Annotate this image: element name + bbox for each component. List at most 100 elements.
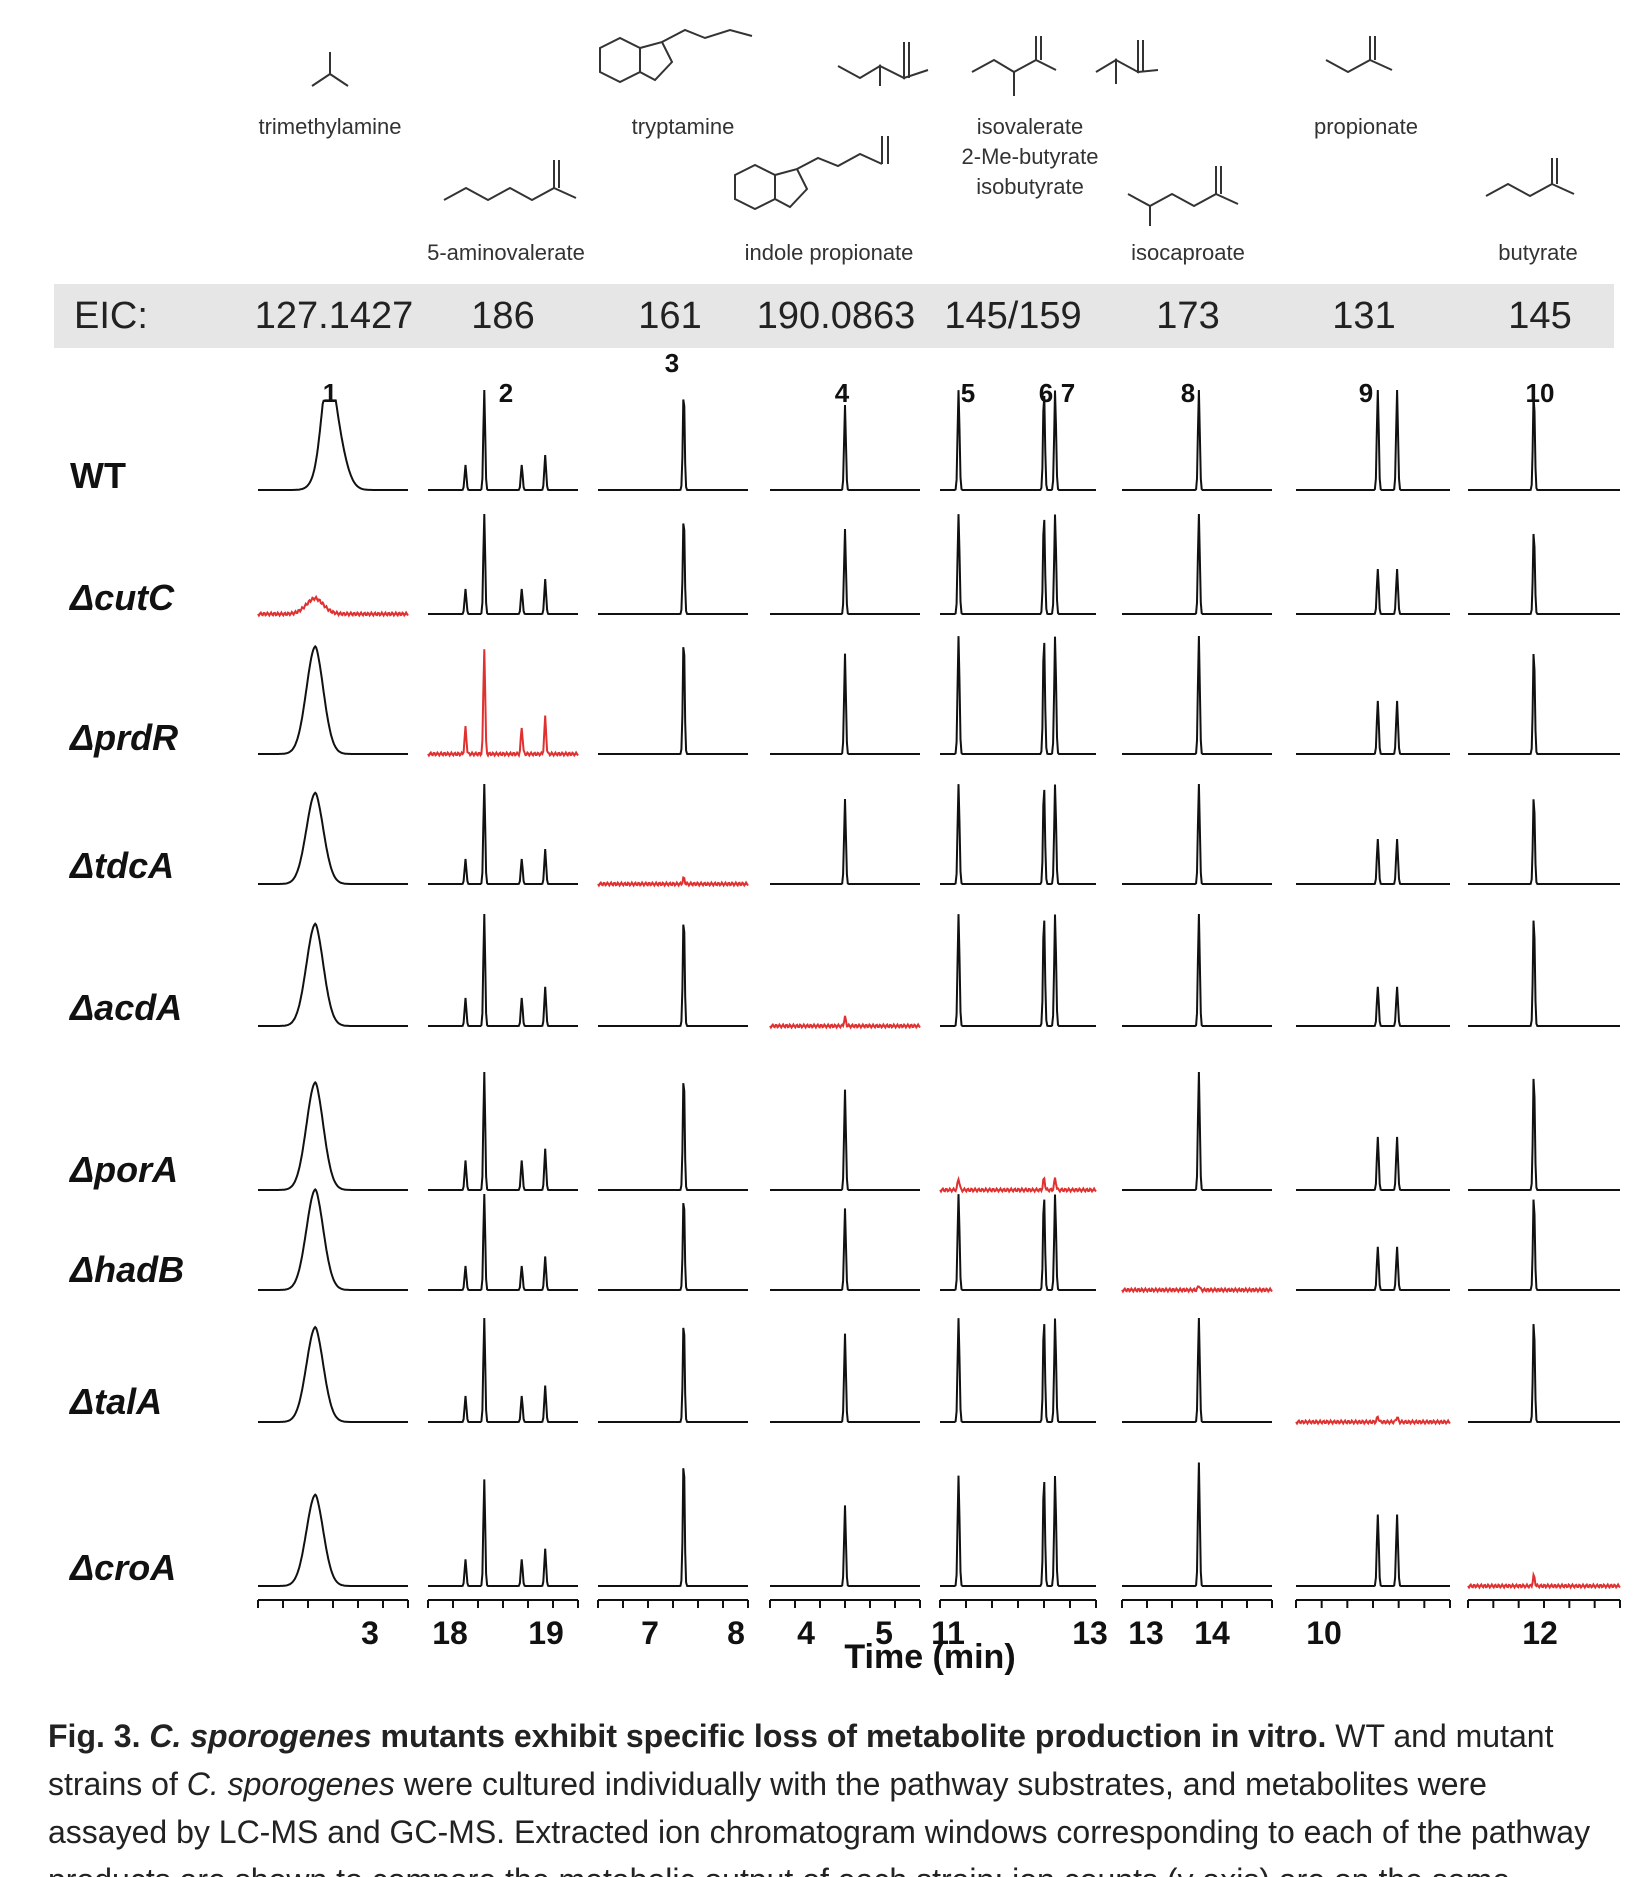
peak-number-6: 6	[1039, 378, 1053, 408]
x-tick-label-5-1: 13	[1072, 1615, 1108, 1651]
eic-band	[54, 284, 1614, 348]
trace-delta-croa-eic-4	[770, 1505, 920, 1587]
strain-label-croa: ΔcroA	[68, 1547, 176, 1588]
eic-value-8: 145	[1508, 295, 1571, 337]
figure: trimethylamine tryptamine isovalerate 2-…	[54, 28, 1621, 1676]
peak-number-2: 2	[499, 378, 513, 408]
trace-delta-cutc-eic-5	[940, 514, 1096, 615]
trace-wt-eic-4	[770, 404, 920, 491]
trace-delta-hadb-eic-5	[940, 1194, 1096, 1291]
label-isobutyrate: isobutyrate	[976, 174, 1084, 199]
trace-delta-tdca-eic-2	[428, 783, 578, 885]
label-propionate: propionate	[1314, 114, 1418, 139]
eic-value-6: 173	[1156, 295, 1219, 337]
peak-number-1: 1	[323, 378, 337, 408]
trace-delta-croa-eic-7	[1296, 1514, 1450, 1587]
eic-value-7: 131	[1332, 295, 1395, 337]
x-tick-label-4-1: 5	[875, 1615, 893, 1651]
x-tick-label-6-1: 14	[1194, 1615, 1230, 1651]
trace-delta-prdr-eic-6	[1122, 635, 1272, 755]
trace-delta-cutc-eic-2	[428, 513, 578, 615]
trace-wt-eic-5	[940, 390, 1096, 491]
caption-fig-number: Fig. 3.	[48, 1718, 141, 1754]
peak-number-10: 10	[1526, 378, 1555, 408]
strain-label-hadb: ΔhadB	[68, 1249, 184, 1290]
trace-delta-tdca-eic-8	[1468, 799, 1620, 885]
x-axes: 3 18 19 7 8 4 5 11 13 13 14 10 12	[257, 1599, 1621, 1651]
trace-delta-acda-eic-3	[598, 924, 748, 1027]
trace-delta-cutc-eic-1	[257, 594, 409, 618]
trace-delta-hadb-eic-4	[770, 1208, 920, 1291]
trace-delta-tdca-eic-7	[1296, 838, 1450, 885]
label-tryptamine: tryptamine	[632, 114, 735, 139]
trace-delta-tala-eic-8	[1468, 1324, 1620, 1423]
peak-number-4: 4	[835, 378, 850, 408]
x-tick-label-7-0: 10	[1306, 1615, 1342, 1651]
trace-delta-hadb-eic-3	[598, 1202, 748, 1291]
tryptamine-structure	[599, 28, 753, 84]
trace-delta-tala-eic-2	[428, 1317, 578, 1423]
trace-delta-pora-eic-5	[939, 1175, 1097, 1194]
chromatogram-traces	[257, 389, 1621, 1590]
x-tick-label-2-0: 18	[432, 1615, 468, 1651]
trace-delta-hadb-eic-1	[258, 1187, 408, 1291]
peak-number-8: 8	[1181, 378, 1195, 408]
strain-label-tala: ΔtalA	[68, 1381, 162, 1422]
trace-delta-acda-eic-1	[258, 922, 408, 1027]
trace-delta-hadb-eic-8	[1468, 1199, 1620, 1291]
trace-wt-eic-8	[1468, 395, 1620, 491]
eic-value-2: 186	[471, 295, 534, 337]
trimethylamine-structure	[311, 52, 349, 87]
eic-value-1: 127.1427	[255, 295, 414, 337]
x-tick-label-4-0: 4	[797, 1615, 815, 1651]
caption-species-2: C. sporogenes	[186, 1766, 395, 1802]
label-isovalerate: isovalerate	[977, 114, 1083, 139]
eic-value-5: 145/159	[944, 295, 1081, 337]
trace-delta-prdr-eic-4	[770, 653, 920, 755]
trace-delta-hadb-eic-7	[1296, 1246, 1450, 1291]
trace-delta-hadb-eic-2	[428, 1193, 578, 1291]
trace-delta-prdr-eic-5	[940, 636, 1096, 755]
trace-delta-tdca-eic-1	[258, 791, 408, 885]
trace-wt-eic-1	[258, 399, 408, 491]
trace-delta-croa-eic-3	[598, 1468, 748, 1587]
trace-delta-croa-eic-5	[940, 1475, 1096, 1587]
eic-value-3: 161	[638, 295, 701, 337]
trace-delta-prdr-eic-7	[1296, 700, 1450, 755]
trace-wt-eic-6	[1122, 389, 1272, 491]
x-tick-label-3-1: 8	[727, 1615, 745, 1651]
trace-delta-cutc-eic-4	[770, 528, 920, 615]
label-5-aminovalerate: 5-aminovalerate	[427, 240, 585, 265]
caption-species: C. sporogenes	[149, 1718, 372, 1754]
trace-delta-prdr-eic-2	[427, 649, 579, 758]
eic-value-4: 190.0863	[757, 295, 916, 337]
strain-label-tdca: ΔtdcA	[68, 845, 174, 886]
trace-delta-prdr-eic-3	[598, 647, 748, 755]
trace-delta-tala-eic-7	[1295, 1415, 1451, 1426]
trace-delta-pora-eic-7	[1296, 1136, 1450, 1191]
peak-number-3: 3	[665, 348, 679, 378]
peak-number-9: 9	[1359, 378, 1373, 408]
x-tick-label-3-0: 7	[641, 1615, 659, 1651]
trace-delta-tdca-eic-4	[770, 798, 920, 885]
eic-label: EIC:	[74, 295, 148, 337]
label-isocaproate: isocaproate	[1131, 240, 1245, 265]
x-axis-title: Time (min)	[844, 1638, 1015, 1676]
trace-delta-pora-eic-6	[1122, 1071, 1272, 1191]
label-trimethylamine: trimethylamine	[258, 114, 401, 139]
trace-delta-tala-eic-5	[940, 1318, 1096, 1423]
trace-delta-croa-eic-1	[258, 1493, 408, 1587]
trace-delta-pora-eic-1	[258, 1080, 408, 1191]
strain-label-wt: WT	[70, 455, 126, 496]
figure-caption: Fig. 3. C. sporogenes mutants exhibit sp…	[48, 1712, 1608, 1877]
label-butyrate: butyrate	[1498, 240, 1578, 265]
trace-delta-acda-eic-5	[940, 914, 1096, 1027]
x-tick-label-1-0: 3	[361, 1615, 379, 1651]
trace-delta-pora-eic-8	[1468, 1078, 1620, 1191]
trace-delta-tdca-eic-5	[940, 784, 1096, 885]
aminovalerate-structure	[443, 160, 577, 202]
trace-delta-cutc-eic-7	[1296, 568, 1450, 615]
trace-delta-tala-eic-6	[1122, 1317, 1272, 1423]
trace-wt-eic-7	[1296, 389, 1450, 491]
trace-delta-pora-eic-2	[428, 1071, 578, 1191]
